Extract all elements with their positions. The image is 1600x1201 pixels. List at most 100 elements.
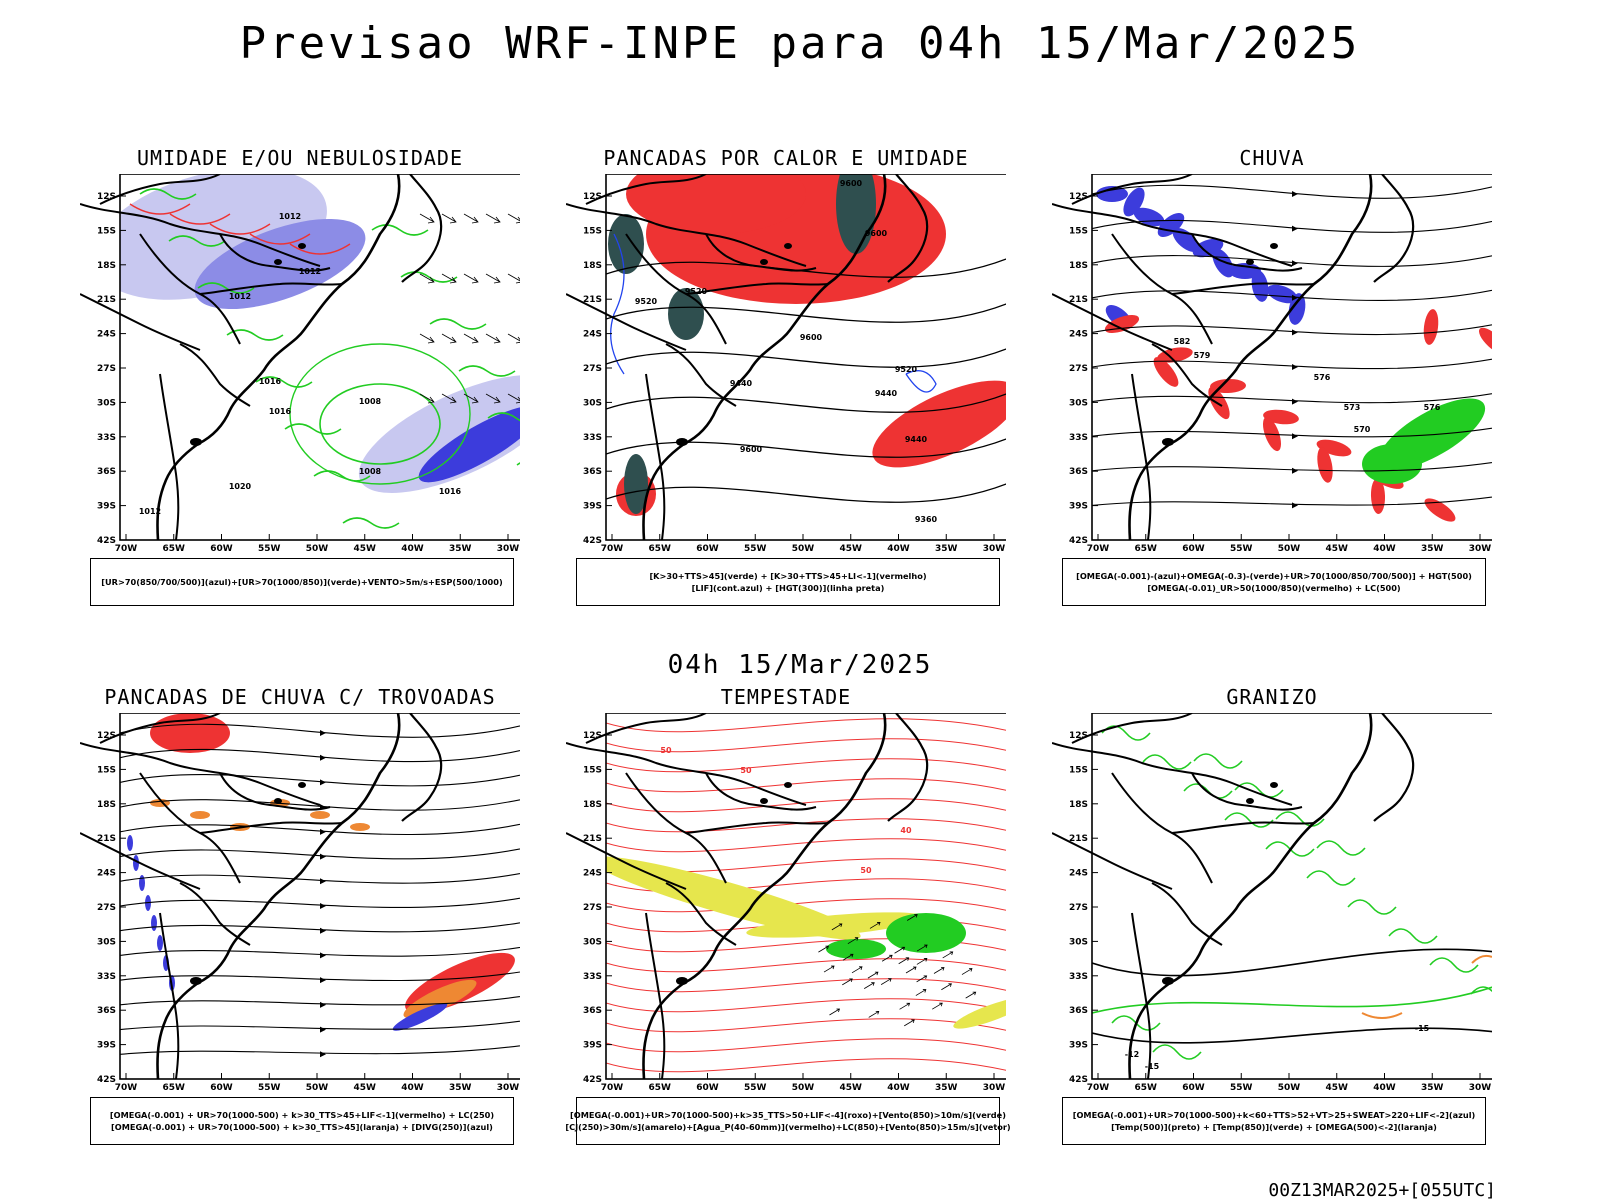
wind-vector bbox=[899, 1002, 911, 1010]
panel-title: TEMPESTADE bbox=[720, 685, 852, 709]
lon-label: 40W bbox=[1373, 1083, 1396, 1093]
streamline bbox=[120, 748, 520, 763]
low-level-humidity-contour bbox=[319, 383, 441, 465]
lon-label: 40W bbox=[401, 1083, 424, 1093]
height-contour bbox=[606, 393, 1006, 413]
weather-map: 1012101210121016101610081008101610201012… bbox=[80, 174, 520, 554]
lat-label: 21S bbox=[1069, 295, 1088, 305]
legend-line: [OMEGA(-0.01)_UR>50(1000/850)(vermelho) … bbox=[1147, 583, 1401, 593]
omega-500-contour bbox=[1471, 954, 1492, 964]
lat-label: 36S bbox=[97, 467, 116, 477]
lon-label: 50W bbox=[1278, 1083, 1301, 1093]
panel-title: CHUVA bbox=[1239, 146, 1305, 170]
lon-label: 55W bbox=[258, 1083, 281, 1093]
streamline-arrow bbox=[1292, 502, 1298, 509]
lake bbox=[1270, 782, 1278, 788]
legend-line: [OMEGA(-0.001)+UR>70(1000-500)+k>35_TTS>… bbox=[570, 1110, 1006, 1120]
wind-vector bbox=[916, 944, 928, 952]
divergence-area bbox=[151, 915, 157, 931]
wind-vector bbox=[463, 333, 479, 344]
panel-title: UMIDADE E/OU NEBULOSIDADE bbox=[136, 146, 464, 170]
wind-vector bbox=[441, 273, 457, 284]
wind-vector bbox=[881, 954, 893, 962]
temp-850-contour bbox=[1193, 753, 1243, 769]
rain-area bbox=[1104, 314, 1140, 334]
rain-area bbox=[1478, 327, 1492, 355]
low-level-humidity-contour bbox=[255, 376, 313, 388]
wind-vector bbox=[463, 213, 479, 224]
height-label: 9440 bbox=[905, 435, 928, 444]
lat-label: 15S bbox=[97, 226, 116, 236]
low-level-humidity-contour bbox=[168, 235, 226, 247]
low-level-contour bbox=[606, 1038, 1006, 1053]
lat-label: 21S bbox=[97, 834, 116, 844]
state-border bbox=[1171, 821, 1315, 834]
lat-label: 21S bbox=[583, 834, 602, 844]
state-border bbox=[199, 282, 343, 295]
streamline-arrow bbox=[1292, 294, 1298, 301]
coastline-northeast bbox=[887, 174, 929, 283]
height-label: 9600 bbox=[740, 445, 763, 454]
map-frame bbox=[119, 713, 520, 1080]
lat-label: 18S bbox=[583, 261, 602, 271]
lon-label: 30W bbox=[983, 1083, 1006, 1093]
lon-label: 70W bbox=[1087, 1083, 1110, 1093]
map-frame-group bbox=[80, 174, 443, 541]
streamline-arrow bbox=[320, 977, 326, 984]
height-contour bbox=[606, 303, 1006, 323]
streamline-arrow bbox=[320, 828, 326, 835]
lake bbox=[274, 259, 282, 265]
lat-label: 30S bbox=[97, 398, 116, 408]
lat-label: 39S bbox=[97, 1041, 116, 1051]
height-label: 9520 bbox=[635, 297, 658, 306]
lat-label: 27S bbox=[97, 903, 116, 913]
streamline bbox=[1092, 289, 1492, 302]
lat-label: 36S bbox=[1069, 1006, 1088, 1016]
lon-label: 30W bbox=[497, 1083, 520, 1093]
temp-850-contour bbox=[1316, 840, 1366, 856]
divergence-area bbox=[392, 1003, 448, 1031]
wind-vector bbox=[507, 393, 520, 404]
state-border bbox=[80, 293, 201, 351]
pressure-label: 1012 bbox=[279, 212, 301, 221]
contour-label: -12 bbox=[1125, 1050, 1139, 1059]
wind-vector bbox=[823, 965, 835, 973]
lon-label: 60W bbox=[696, 1083, 719, 1093]
state-border bbox=[585, 713, 707, 744]
lake bbox=[760, 259, 768, 265]
height-contour bbox=[606, 348, 1006, 368]
thunderstorm-area bbox=[150, 713, 230, 753]
streamline-arrow bbox=[1292, 225, 1298, 232]
lake bbox=[1270, 243, 1278, 249]
omega-area bbox=[1266, 284, 1298, 304]
height-label: 579 bbox=[1194, 351, 1211, 360]
state-border bbox=[1151, 882, 1223, 946]
omega-area bbox=[1172, 228, 1200, 252]
omega-area bbox=[1192, 238, 1224, 258]
low-level-humidity-contour bbox=[429, 318, 487, 330]
coastline-northeast bbox=[1373, 713, 1415, 822]
legend-line: [OMEGA(-0.001)-(azul)+OMEGA(-0.3)-(verde… bbox=[1076, 571, 1472, 581]
wind-vector bbox=[916, 975, 928, 983]
jet-stream-area bbox=[953, 997, 1006, 1029]
wind-vector bbox=[847, 937, 859, 945]
pressure-label: 1008 bbox=[359, 467, 382, 476]
height-label: 576 bbox=[1314, 373, 1331, 382]
wind-vector bbox=[906, 914, 918, 921]
lat-label: 36S bbox=[1069, 467, 1088, 477]
streamline bbox=[1092, 393, 1492, 404]
lon-label: 45W bbox=[354, 1083, 377, 1093]
omega-area bbox=[1123, 187, 1145, 217]
lat-label: 27S bbox=[1069, 364, 1088, 374]
low-level-humidity-contour bbox=[226, 329, 284, 341]
lon-label: 35W bbox=[449, 544, 472, 554]
panel-tempestade: TEMPESTADE 50 50 40 50 12S 15S 18S 21S 24S 27S 30S… bbox=[565, 685, 1011, 1165]
state-border bbox=[199, 821, 343, 834]
lat-label: 15S bbox=[583, 765, 602, 775]
streamline bbox=[120, 946, 520, 957]
streamline bbox=[1092, 255, 1492, 267]
lat-label: 30S bbox=[97, 937, 116, 947]
field-layer: -15 -12 -15 bbox=[1092, 725, 1492, 1071]
rain-shower-area bbox=[190, 811, 210, 819]
contour-label: 50 bbox=[860, 866, 872, 875]
